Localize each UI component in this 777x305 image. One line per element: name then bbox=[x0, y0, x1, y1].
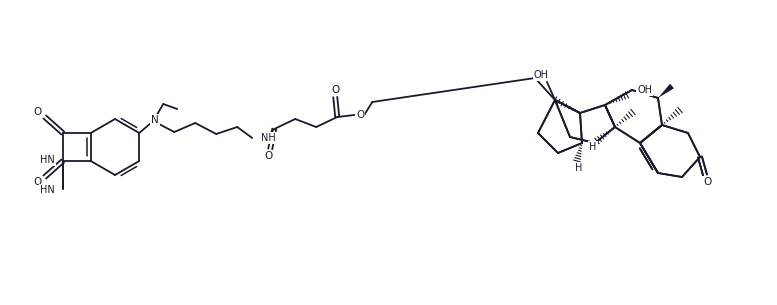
Text: H: H bbox=[589, 142, 597, 152]
Text: OH: OH bbox=[534, 70, 549, 80]
Text: O: O bbox=[331, 85, 340, 95]
Text: O: O bbox=[33, 107, 42, 117]
Text: H: H bbox=[575, 163, 583, 173]
Text: OH: OH bbox=[637, 85, 652, 95]
Text: O: O bbox=[33, 177, 42, 187]
Text: HN: HN bbox=[40, 155, 54, 165]
Text: HN: HN bbox=[40, 185, 54, 195]
Text: O: O bbox=[703, 177, 711, 187]
Text: NH: NH bbox=[261, 133, 276, 143]
Text: O: O bbox=[356, 110, 364, 120]
Text: N: N bbox=[152, 115, 159, 125]
Polygon shape bbox=[658, 84, 674, 98]
Text: O: O bbox=[264, 151, 273, 161]
